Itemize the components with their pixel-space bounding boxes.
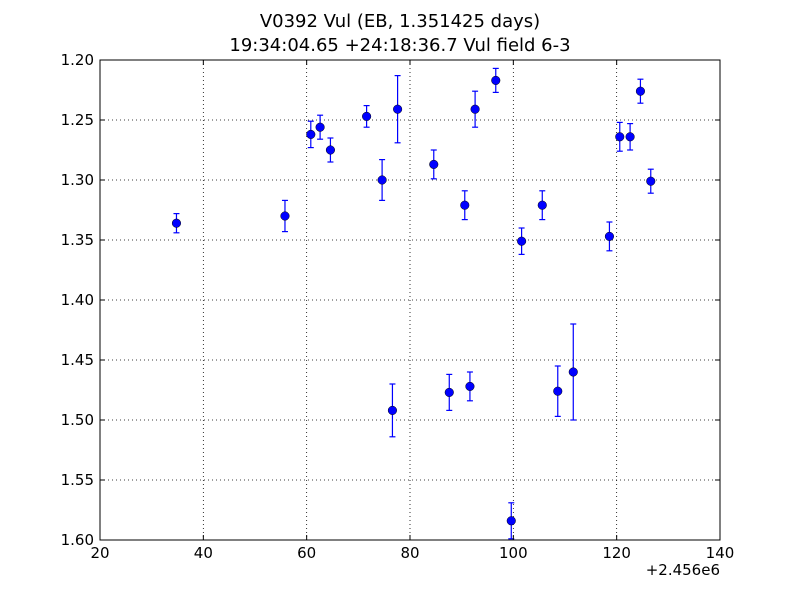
x-tick-label: 120 <box>602 544 631 562</box>
data-point <box>315 122 325 132</box>
y-tick-label: 1.20 <box>61 51 94 69</box>
y-tick-label: 1.60 <box>61 531 94 549</box>
x-tick-label: 80 <box>400 544 419 562</box>
x-tick-label: 40 <box>194 544 213 562</box>
data-point <box>465 381 475 391</box>
chart-subtitle: 19:34:04.65 +24:18:36.7 Vul field 6-3 <box>229 35 571 56</box>
data-point <box>615 132 625 142</box>
data-point <box>517 236 527 246</box>
x-tick-label: 100 <box>499 544 528 562</box>
data-point <box>377 175 387 185</box>
data-point <box>280 211 290 221</box>
data-point <box>553 386 563 396</box>
data-point <box>604 231 614 241</box>
data-point <box>625 132 635 142</box>
data-point <box>325 145 335 155</box>
data-point <box>362 111 372 121</box>
y-tick-label: 1.30 <box>61 171 94 189</box>
data-point <box>306 129 316 139</box>
data-point <box>387 405 397 415</box>
x-tick-label: 140 <box>706 544 735 562</box>
grid-lines <box>100 60 720 540</box>
data-point <box>171 218 182 228</box>
data-point <box>506 516 516 526</box>
data-point <box>646 176 656 186</box>
data-point <box>635 86 645 96</box>
data-point <box>568 367 578 377</box>
data-point <box>537 200 547 210</box>
y-tick-label: 1.35 <box>61 231 94 249</box>
data-series <box>171 67 656 540</box>
data-point <box>470 104 480 114</box>
x-offset-label: +2.456e6 <box>646 561 720 579</box>
x-axis: 20 40 60 80 100 120 140 <box>90 60 734 562</box>
y-tick-label: 1.55 <box>61 471 94 489</box>
data-point <box>393 104 403 114</box>
y-tick-label: 1.50 <box>61 411 94 429</box>
x-tick-label: 60 <box>297 544 316 562</box>
data-point <box>429 159 439 169</box>
y-tick-label: 1.40 <box>61 291 94 309</box>
y-tick-label: 1.45 <box>61 351 94 369</box>
data-point <box>460 200 470 210</box>
chart-title: V0392 Vul (EB, 1.351425 days) <box>259 11 541 32</box>
y-axis: 1.20 1.25 1.30 1.35 1.40 1.45 1.50 1.55 1.60 <box>61 51 720 549</box>
data-point <box>444 387 454 397</box>
data-point <box>491 75 501 85</box>
x-tick-label: 20 <box>90 544 109 562</box>
y-tick-label: 1.25 <box>61 111 94 129</box>
